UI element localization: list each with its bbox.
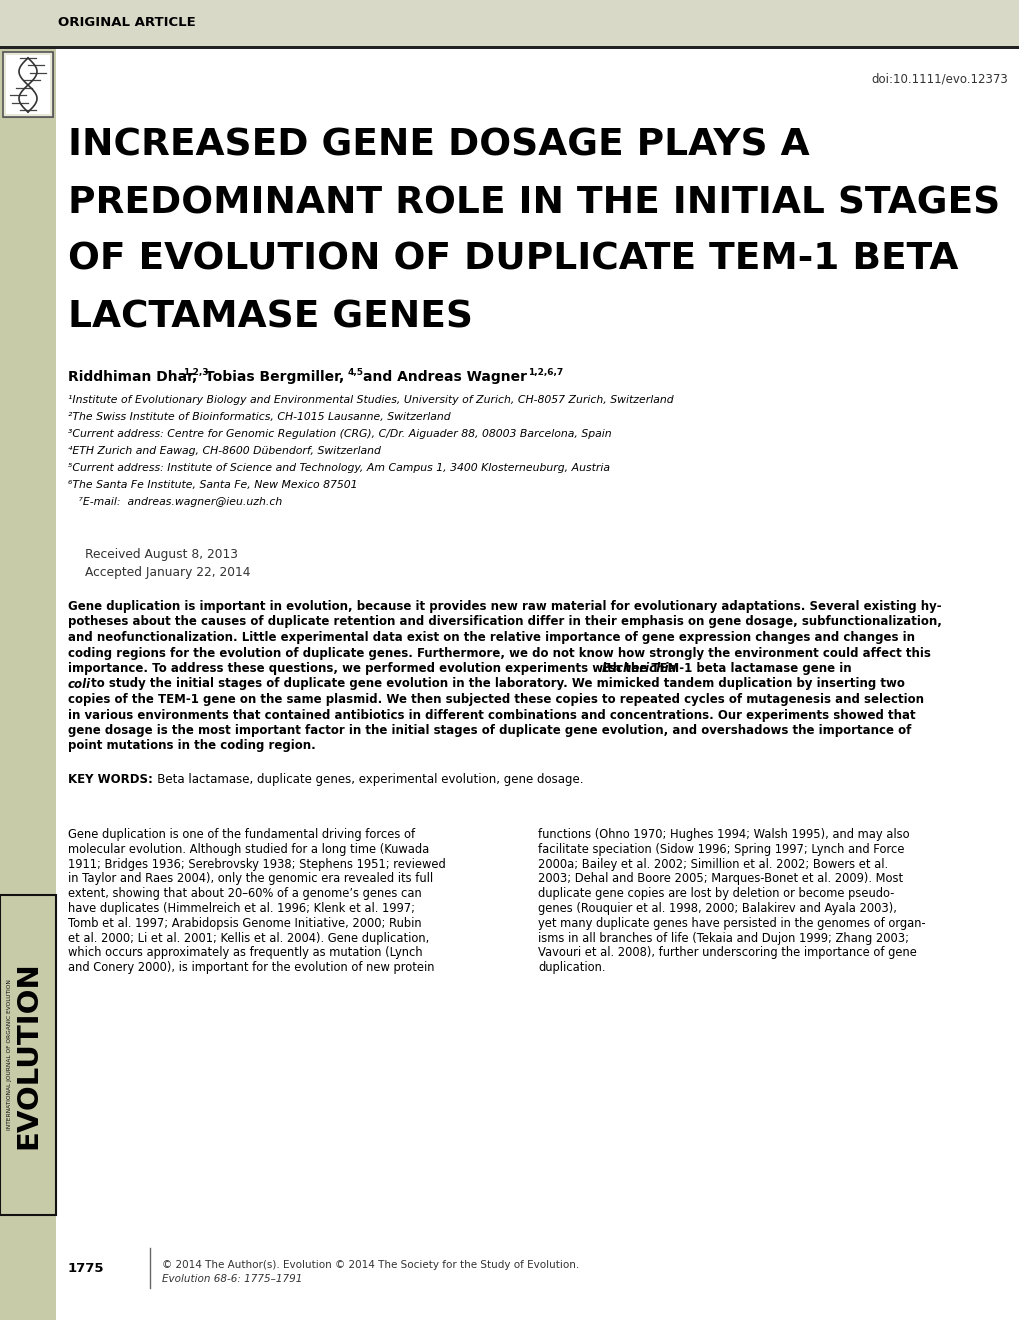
Text: Gene duplication is important in evolution, because it provides new raw material: Gene duplication is important in evoluti… bbox=[68, 601, 941, 612]
Bar bbox=[3, 51, 53, 117]
Text: ⁵Current address: Institute of Science and Technology, Am Campus 1, 3400 Kloster: ⁵Current address: Institute of Science a… bbox=[68, 463, 609, 473]
Text: have duplicates (Himmelreich et al. 1996; Klenk et al. 1997;: have duplicates (Himmelreich et al. 1996… bbox=[68, 902, 415, 915]
Bar bbox=[0, 0, 1019, 46]
Text: copies of the TEM-1 gene on the same plasmid. We then subjected these copies to : copies of the TEM-1 gene on the same pla… bbox=[68, 693, 923, 706]
Text: duplicate gene copies are lost by deletion or become pseudo-: duplicate gene copies are lost by deleti… bbox=[537, 887, 894, 900]
Text: Received August 8, 2013: Received August 8, 2013 bbox=[85, 548, 237, 561]
Text: genes (Rouquier et al. 1998, 2000; Balakirev and Ayala 2003),: genes (Rouquier et al. 1998, 2000; Balak… bbox=[537, 902, 896, 915]
Text: Accepted January 22, 2014: Accepted January 22, 2014 bbox=[85, 566, 251, 579]
Text: ³Current address: Centre for Genomic Regulation (CRG), C/Dr. Aiguader 88, 08003 : ³Current address: Centre for Genomic Reg… bbox=[68, 429, 611, 440]
Text: 1775: 1775 bbox=[68, 1262, 104, 1275]
Text: KEY WORDS:: KEY WORDS: bbox=[68, 774, 153, 785]
Text: Tomb et al. 1997; Arabidopsis Genome Initiative, 2000; Rubin: Tomb et al. 1997; Arabidopsis Genome Ini… bbox=[68, 917, 421, 929]
Text: molecular evolution. Although studied for a long time (Kuwada: molecular evolution. Although studied fo… bbox=[68, 842, 429, 855]
Text: 4,5: 4,5 bbox=[347, 368, 364, 378]
Text: 1,2,6,7: 1,2,6,7 bbox=[528, 368, 562, 378]
Text: 1911; Bridges 1936; Serebrovsky 1938; Stephens 1951; reviewed: 1911; Bridges 1936; Serebrovsky 1938; St… bbox=[68, 858, 445, 871]
Text: yet many duplicate genes have persisted in the genomes of organ-: yet many duplicate genes have persisted … bbox=[537, 917, 924, 929]
Text: ⁶The Santa Fe Institute, Santa Fe, New Mexico 87501: ⁶The Santa Fe Institute, Santa Fe, New M… bbox=[68, 480, 357, 490]
Text: Riddhiman Dhar,: Riddhiman Dhar, bbox=[68, 370, 197, 384]
Text: coli: coli bbox=[68, 677, 91, 690]
Text: importance. To address these questions, we performed evolution experiments with : importance. To address these questions, … bbox=[68, 663, 855, 675]
Text: point mutations in the coding region.: point mutations in the coding region. bbox=[68, 739, 316, 752]
Text: in Taylor and Raes 2004), only the genomic era revealed its full: in Taylor and Raes 2004), only the genom… bbox=[68, 873, 433, 886]
Text: ⁴ETH Zurich and Eawag, CH-8600 Dübendorf, Switzerland: ⁴ETH Zurich and Eawag, CH-8600 Dübendorf… bbox=[68, 446, 380, 455]
Text: extent, showing that about 20–60% of a genome’s genes can: extent, showing that about 20–60% of a g… bbox=[68, 887, 421, 900]
Text: to study the initial stages of duplicate gene evolution in the laboratory. We mi: to study the initial stages of duplicate… bbox=[87, 677, 904, 690]
Text: and Conery 2000), is important for the evolution of new protein: and Conery 2000), is important for the e… bbox=[68, 961, 434, 974]
Bar bbox=[3, 51, 53, 117]
Bar bbox=[0, 895, 56, 1214]
Text: ¹Institute of Evolutionary Biology and Environmental Studies, University of Zuri: ¹Institute of Evolutionary Biology and E… bbox=[68, 395, 673, 405]
Text: INCREASED GENE DOSAGE PLAYS A: INCREASED GENE DOSAGE PLAYS A bbox=[68, 128, 809, 164]
Text: and neofunctionalization. Little experimental data exist on the relative importa: and neofunctionalization. Little experim… bbox=[68, 631, 914, 644]
Text: which occurs approximately as frequently as mutation (Lynch: which occurs approximately as frequently… bbox=[68, 946, 422, 960]
Text: 1,2,3: 1,2,3 bbox=[182, 368, 208, 378]
Text: LACTAMASE GENES: LACTAMASE GENES bbox=[68, 300, 473, 335]
Text: 2000a; Bailey et al. 2002; Simillion et al. 2002; Bowers et al.: 2000a; Bailey et al. 2002; Simillion et … bbox=[537, 858, 888, 871]
Text: Beta lactamase, duplicate genes, experimental evolution, gene dosage.: Beta lactamase, duplicate genes, experim… bbox=[146, 774, 583, 785]
Bar bbox=[0, 48, 56, 1320]
Text: duplication.: duplication. bbox=[537, 961, 605, 974]
Text: coding regions for the evolution of duplicate genes. Furthermore, we do not know: coding regions for the evolution of dupl… bbox=[68, 647, 930, 660]
Text: doi:10.1111/evo.12373: doi:10.1111/evo.12373 bbox=[870, 73, 1007, 84]
Text: ²The Swiss Institute of Bioinformatics, CH-1015 Lausanne, Switzerland: ²The Swiss Institute of Bioinformatics, … bbox=[68, 412, 450, 422]
Text: Evolution 68-6: 1775–1791: Evolution 68-6: 1775–1791 bbox=[162, 1274, 302, 1284]
Text: in various environments that contained antibiotics in different combinations and: in various environments that contained a… bbox=[68, 709, 915, 722]
Text: ⁷E-mail:  andreas.wagner@ieu.uzh.ch: ⁷E-mail: andreas.wagner@ieu.uzh.ch bbox=[68, 498, 282, 507]
Text: potheses about the causes of duplicate retention and diversification differ in t: potheses about the causes of duplicate r… bbox=[68, 615, 941, 628]
Text: isms in all branches of life (Tekaia and Dujon 1999; Zhang 2003;: isms in all branches of life (Tekaia and… bbox=[537, 932, 908, 945]
Bar bbox=[0, 46, 1019, 49]
Text: PREDOMINANT ROLE IN THE INITIAL STAGES: PREDOMINANT ROLE IN THE INITIAL STAGES bbox=[68, 185, 1000, 220]
Text: EVOLUTION: EVOLUTION bbox=[14, 961, 42, 1148]
Text: INTERNATIONAL JOURNAL OF ORGANIC EVOLUTION: INTERNATIONAL JOURNAL OF ORGANIC EVOLUTI… bbox=[7, 979, 12, 1130]
Text: gene dosage is the most important factor in the initial stages of duplicate gene: gene dosage is the most important factor… bbox=[68, 723, 911, 737]
Text: © 2014 The Author(s). Evolution © 2014 The Society for the Study of Evolution.: © 2014 The Author(s). Evolution © 2014 T… bbox=[162, 1261, 579, 1270]
Text: ORIGINAL ARTICLE: ORIGINAL ARTICLE bbox=[58, 16, 196, 29]
Text: Escherichia: Escherichia bbox=[601, 663, 676, 675]
Text: Gene duplication is one of the fundamental driving forces of: Gene duplication is one of the fundament… bbox=[68, 828, 415, 841]
Text: Tobias Bergmiller,: Tobias Bergmiller, bbox=[205, 370, 344, 384]
Text: facilitate speciation (Sidow 1996; Spring 1997; Lynch and Force: facilitate speciation (Sidow 1996; Sprin… bbox=[537, 842, 904, 855]
Text: and Andreas Wagner: and Andreas Wagner bbox=[363, 370, 527, 384]
Text: functions (Ohno 1970; Hughes 1994; Walsh 1995), and may also: functions (Ohno 1970; Hughes 1994; Walsh… bbox=[537, 828, 909, 841]
Text: OF EVOLUTION OF DUPLICATE TEM-1 BETA: OF EVOLUTION OF DUPLICATE TEM-1 BETA bbox=[68, 242, 958, 279]
Text: 2003; Dehal and Boore 2005; Marques-Bonet et al. 2009). Most: 2003; Dehal and Boore 2005; Marques-Bone… bbox=[537, 873, 902, 886]
Text: et al. 2000; Li et al. 2001; Kellis et al. 2004). Gene duplication,: et al. 2000; Li et al. 2001; Kellis et a… bbox=[68, 932, 429, 945]
Text: Vavouri et al. 2008), further underscoring the importance of gene: Vavouri et al. 2008), further underscori… bbox=[537, 946, 916, 960]
Bar bbox=[6, 55, 50, 114]
